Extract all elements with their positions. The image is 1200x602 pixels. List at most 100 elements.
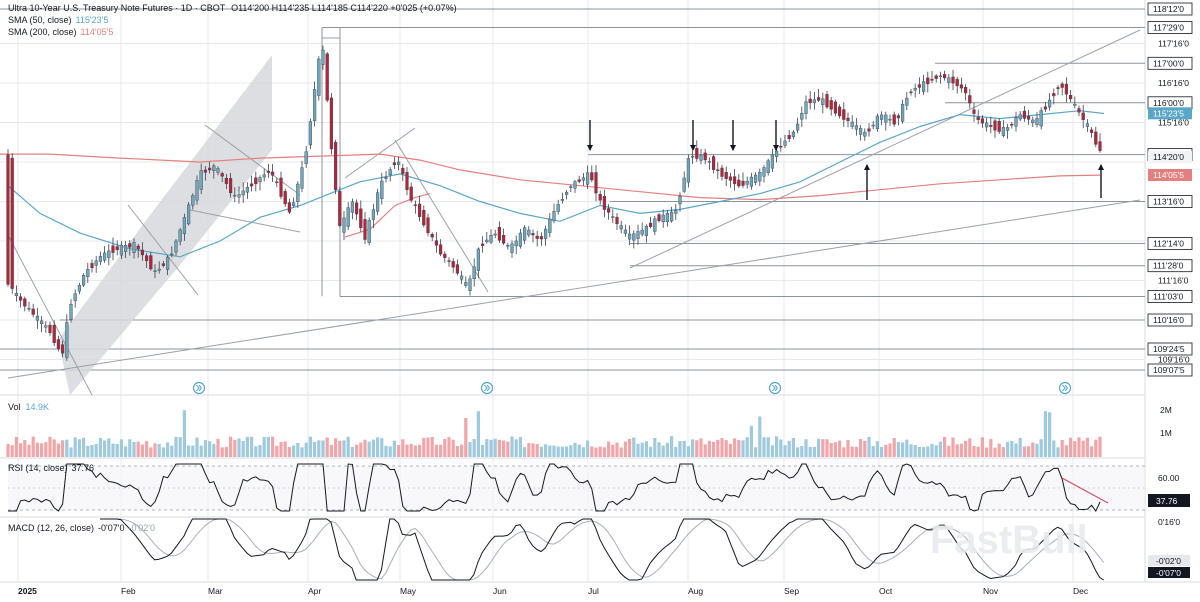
candle-body xyxy=(531,233,535,236)
volume-bar xyxy=(527,443,531,457)
volume-bar xyxy=(149,447,153,457)
volume-bar xyxy=(170,445,174,457)
candle-body xyxy=(896,115,900,119)
candle-body xyxy=(292,202,296,206)
volume-bar xyxy=(749,425,753,457)
candle-body xyxy=(287,202,291,213)
volume-bar xyxy=(552,445,556,457)
candle-body xyxy=(1073,104,1077,106)
candle-body xyxy=(300,167,304,189)
candle-body xyxy=(237,194,241,198)
candle-body xyxy=(590,172,594,181)
candle-body xyxy=(691,156,695,158)
candle-body xyxy=(342,217,346,233)
candle-body xyxy=(73,293,77,301)
candle-body xyxy=(880,114,884,120)
candle-body xyxy=(938,75,942,78)
macd-header: MACD (12, 26, close) -0'07'0 -0'02'0 xyxy=(8,523,155,533)
volume-bar xyxy=(901,442,905,457)
volume-bar xyxy=(98,438,102,457)
candle-body xyxy=(615,216,619,225)
candle-body xyxy=(766,160,770,174)
volume-bar xyxy=(560,446,564,457)
volume-bar xyxy=(94,443,98,457)
volume-bar xyxy=(392,440,396,457)
candle-body xyxy=(296,183,300,202)
macd-label: MACD (12, 26, close) xyxy=(8,523,94,533)
candle-body xyxy=(98,256,102,262)
candle-body xyxy=(733,176,737,185)
price-tick: 109'16'0 xyxy=(1158,354,1190,364)
volume-bar xyxy=(161,447,165,457)
candle-body xyxy=(1043,106,1047,110)
event-marker-chevrons xyxy=(1062,384,1069,392)
volume-bar xyxy=(1060,440,1064,457)
candle-body xyxy=(569,186,573,188)
candle-body xyxy=(254,177,258,185)
candle-body xyxy=(489,235,493,243)
candle-body xyxy=(228,178,233,194)
candle-body xyxy=(518,232,522,247)
volume-bar xyxy=(224,446,228,457)
volume-bar xyxy=(800,445,804,457)
sma200-legend-value: 114'05'5 xyxy=(81,27,114,37)
candle-body xyxy=(321,49,325,65)
candle-body xyxy=(367,220,371,243)
volume-bar xyxy=(670,436,674,457)
volume-bar xyxy=(283,441,287,457)
candle-body xyxy=(380,180,384,199)
volume-bar xyxy=(707,440,711,457)
price-tick: 117'16'0 xyxy=(1158,39,1189,49)
volume-bar xyxy=(821,439,825,457)
volume-bar xyxy=(321,440,325,457)
candle-body xyxy=(892,114,896,125)
candle-body xyxy=(901,103,905,122)
volume-bar xyxy=(644,441,648,457)
volume-bar xyxy=(796,447,800,457)
volume-bar xyxy=(212,443,216,457)
candle-body xyxy=(959,84,963,89)
volume-bar xyxy=(1048,412,1052,457)
volume-bar xyxy=(468,442,472,457)
down-arrow-head xyxy=(773,145,779,151)
volume-bar xyxy=(1064,445,1068,457)
volume-bar xyxy=(355,444,359,457)
candle-body xyxy=(997,121,1001,132)
candle-body xyxy=(266,170,270,173)
candle-body xyxy=(455,264,459,274)
candle-body xyxy=(1089,129,1094,133)
volume-bar xyxy=(422,437,426,457)
volume-bar xyxy=(1085,437,1089,457)
candle-body xyxy=(846,117,850,122)
current-price-tag-bg xyxy=(1148,151,1192,164)
volume-bar xyxy=(359,442,363,457)
volume-bar xyxy=(976,446,980,457)
candle-body xyxy=(1077,108,1081,113)
candle-body xyxy=(245,187,249,193)
volume-bar xyxy=(716,439,720,457)
volume-bar xyxy=(577,444,581,457)
watermark: FastBull xyxy=(930,518,1088,562)
candle-body xyxy=(359,208,363,228)
candle-body xyxy=(838,106,842,117)
price-tick: 116'16'0 xyxy=(1158,78,1189,88)
volume-bar xyxy=(741,440,745,457)
volume-bar xyxy=(1035,443,1039,457)
svg-text:SMA (50, close)115'23'5: SMA (50, close) 115'23'5 xyxy=(8,15,108,25)
volume-label: Vol xyxy=(8,402,21,412)
candle-body xyxy=(249,183,254,187)
volume-bar xyxy=(1073,441,1077,457)
volume-bar xyxy=(934,445,938,457)
volume-bar xyxy=(854,446,858,457)
candle-body xyxy=(371,209,375,220)
ohlc-readout: O114'200 H114'235 L114'185 C114'220 +0'0… xyxy=(231,3,457,13)
candle-body xyxy=(934,75,938,79)
candle-body xyxy=(770,154,774,169)
macd-value: -0'07'0 xyxy=(98,523,124,533)
volume-bar xyxy=(1090,446,1094,457)
volume-bar xyxy=(376,437,380,457)
volume-bar xyxy=(187,445,191,457)
volume-bar xyxy=(73,437,77,457)
candle-body xyxy=(1047,99,1052,108)
